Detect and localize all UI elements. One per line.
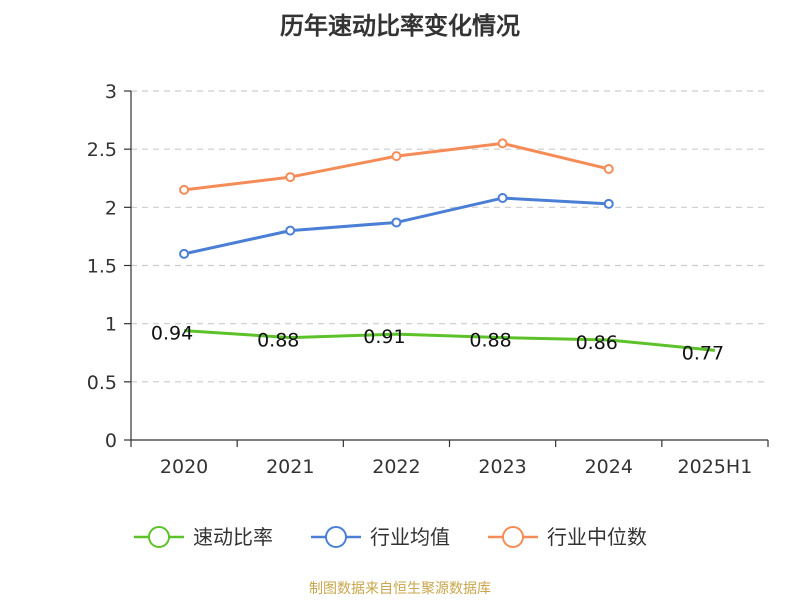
y-tick-label: 3	[105, 81, 117, 103]
data-label: 0.86	[576, 332, 618, 354]
series-lines	[179, 138, 716, 352]
data-label: 0.94	[151, 323, 193, 345]
data-label: 0.77	[682, 342, 724, 364]
legend-label: 速动比率	[193, 525, 273, 549]
gridlines	[131, 90, 768, 383]
y-tick-label: 0	[105, 430, 117, 452]
legend-marker	[148, 526, 170, 548]
x-tick-label: 2021	[266, 456, 314, 478]
data-point	[497, 193, 508, 204]
x-tick-label: 2022	[372, 456, 420, 478]
legend-label: 行业均值	[370, 525, 450, 549]
x-tick-label: 2025H1	[678, 456, 753, 478]
y-tick-label: 1	[105, 314, 117, 336]
y-tick-label: 2	[105, 197, 117, 219]
y-tick-label: 1.5	[87, 256, 117, 278]
data-label: 0.91	[363, 326, 405, 348]
data-point	[391, 151, 402, 162]
chart-title: 历年速动比率变化情况	[280, 12, 520, 40]
series-line	[183, 141, 610, 192]
data-point	[285, 172, 296, 183]
data-label: 0.88	[257, 330, 299, 352]
y-tick-label: 0.5	[87, 372, 117, 394]
legend-marker	[502, 526, 524, 548]
data-point	[285, 225, 296, 236]
y-tick-label: 2.5	[87, 139, 117, 161]
data-point	[603, 163, 614, 174]
data-labels: 0.94 0.88 0.91 0.88 0.86 0.77	[151, 323, 724, 365]
data-point	[497, 138, 508, 149]
data-point	[179, 248, 190, 259]
x-tick-label: 2020	[160, 456, 208, 478]
series-line	[183, 329, 716, 352]
legend-label: 行业中位数	[547, 525, 647, 549]
x-tick-label: 2024	[585, 456, 633, 478]
x-tick-label: 2023	[478, 456, 526, 478]
legend: 速动比率 行业均值 行业中位数	[134, 525, 647, 549]
legend-marker	[325, 526, 347, 548]
axes: 0 0.5 1 1.5 2 2.5 3 2020 2021 2022 2023 2024 2025H1	[87, 81, 769, 478]
data-point	[603, 198, 614, 209]
data-point	[179, 184, 190, 195]
data-label: 0.88	[469, 330, 511, 352]
data-source-note: 制图数据来自恒生聚源数据库	[309, 581, 491, 597]
data-point	[391, 217, 402, 228]
